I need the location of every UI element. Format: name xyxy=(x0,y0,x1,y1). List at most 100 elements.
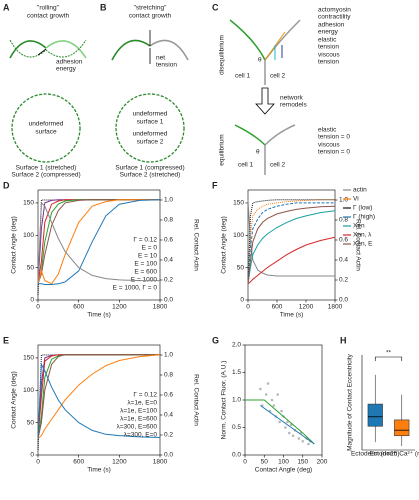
y2-tick-label: 0.6 xyxy=(164,392,173,399)
panel-label: H xyxy=(340,335,347,345)
scatter-point xyxy=(297,437,301,440)
legend-entry: E = 100 xyxy=(134,261,157,268)
force-label: actomyosin xyxy=(318,7,351,14)
y-tick-label: 0.0 xyxy=(232,452,241,459)
angle: θ xyxy=(256,149,260,156)
y-axis-label: Contact Angle (deg) xyxy=(11,216,18,273)
legend-entry: E = 0 xyxy=(142,245,158,252)
annotation: net xyxy=(156,55,165,62)
y2-tick-label: 0.8 xyxy=(164,372,173,379)
series-line xyxy=(37,199,160,285)
cell-outline xyxy=(229,19,266,61)
series-line xyxy=(37,354,160,439)
y-axis-label: Magnitude of Contact Eccentricity xyxy=(347,353,354,451)
legend-entry: Xen, E xyxy=(353,241,373,248)
y-tick-label: 100 xyxy=(233,232,244,239)
y2-tick-label: 0.2 xyxy=(164,277,173,284)
y-tick-label: 1.5 xyxy=(232,369,241,376)
y-tick-label: 2.0 xyxy=(232,342,241,349)
legend-entry: λ=300, E=0 xyxy=(124,432,158,439)
scatter-point xyxy=(280,409,283,413)
cell-label: cell 2 xyxy=(270,162,286,169)
legend-entry: E = 600 xyxy=(134,269,157,276)
y-tick-label: 1.0 xyxy=(232,397,241,404)
y2-tick-label: 0.2 xyxy=(339,277,348,284)
legend-entry: Xen xyxy=(353,223,365,230)
y-axis-label: Contact Angle (deg) xyxy=(11,371,18,428)
series-line xyxy=(247,236,336,285)
y2-tick-label: 1.0 xyxy=(164,197,173,204)
series-line xyxy=(37,362,161,439)
cell-outline xyxy=(111,39,151,61)
y-tick-label: 0 xyxy=(240,297,244,304)
force-label: energy xyxy=(318,29,339,36)
panel-label: G xyxy=(212,335,219,345)
y2-axis-label: Rel. Contact Actin xyxy=(354,219,361,271)
force-label: tension = 0 xyxy=(318,149,350,156)
y2-tick-label: 0.6 xyxy=(164,237,173,244)
legend-entry: E = 10 xyxy=(138,253,157,260)
y-axis-label: Contact Angle (deg) xyxy=(221,216,228,273)
scatter-point xyxy=(278,420,281,424)
x-tick-label: 600 xyxy=(73,304,84,311)
x-tick-label: 1800 xyxy=(153,459,168,466)
series-line xyxy=(38,199,161,285)
legend-entry: λ=1e, E=100 xyxy=(120,408,157,415)
force-legend: actomyosincontractilityadhesionenergyela… xyxy=(318,7,351,66)
force-label: elastic xyxy=(318,37,337,44)
y2-axis-label: Rel. Contact Actin xyxy=(192,374,199,426)
x-tick-label: 600 xyxy=(73,459,84,466)
x-axis-label: Time (s) xyxy=(87,312,111,319)
state-label: equilibrium xyxy=(219,134,226,165)
legend-entry: Surface 2 (stretched) xyxy=(120,172,181,179)
annotation: energy xyxy=(56,66,77,73)
surface-circle xyxy=(11,93,81,163)
scatter-point xyxy=(272,404,276,407)
y2-tick-label: 0.0 xyxy=(164,452,173,459)
legend-entry: λ=300, E=600 xyxy=(117,424,158,431)
legend-entry: Surface 2 (compressed) xyxy=(11,172,80,179)
scatter-point xyxy=(286,420,289,424)
y2-tick-label: 0.8 xyxy=(164,217,173,224)
panel-label: F xyxy=(212,180,218,190)
arrow-label: remodels xyxy=(280,102,307,109)
legend-entry: Γ = 0.12 xyxy=(133,392,157,399)
significance-bracket xyxy=(374,356,403,361)
legend-entry: Xen, λ xyxy=(353,232,372,239)
y2-tick-label: 0.4 xyxy=(164,257,173,264)
scatter-point xyxy=(291,434,295,438)
y-tick-label: 150 xyxy=(23,200,34,207)
force-label: tension = 0 xyxy=(318,134,350,141)
category-label: Ectoderm (n=25) xyxy=(351,451,400,458)
category-label: Ectoderm Ca²⁺ (n=26) xyxy=(370,451,419,458)
scatter-point xyxy=(276,393,280,396)
legend-entry: Vi xyxy=(353,196,359,203)
y2-tick-label: 0.8 xyxy=(339,217,348,224)
cell-outline xyxy=(234,124,266,146)
cell-outline xyxy=(149,39,189,61)
x-tick-label: 50 xyxy=(261,459,269,466)
y2-tick-label: 1.0 xyxy=(339,197,348,204)
y-tick-label: 50 xyxy=(27,264,35,271)
cell-label: cell 2 xyxy=(270,73,286,80)
legend-entry: Γ = 0.12 xyxy=(133,237,157,244)
cell-outline xyxy=(264,124,296,146)
legend-entry: Surface 1 (stretched) xyxy=(16,165,77,172)
y2-tick-label: 0.4 xyxy=(339,257,348,264)
y2-tick-label: 0.4 xyxy=(164,412,173,419)
surface-label: undeformed xyxy=(133,131,168,138)
legend-entry: actin xyxy=(353,187,367,194)
scatter-point xyxy=(264,393,268,396)
scatter-point xyxy=(266,382,270,385)
panel-label: E xyxy=(3,335,9,345)
scatter-point xyxy=(301,439,305,443)
series-line xyxy=(247,199,335,277)
x-axis-label: Time (s) xyxy=(87,467,111,474)
y-tick-label: 50 xyxy=(237,264,245,271)
x-tick-label: 1800 xyxy=(153,304,168,311)
scatter-point xyxy=(307,442,310,446)
force-label: viscous xyxy=(318,142,340,149)
x-tick-label: 1800 xyxy=(328,304,343,311)
significance: ** xyxy=(386,350,392,357)
